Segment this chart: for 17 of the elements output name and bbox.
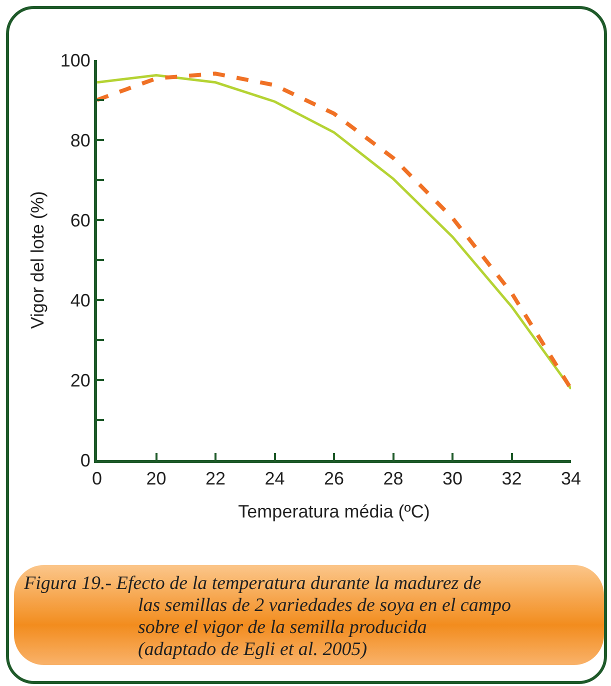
x-tick-label: 32	[502, 468, 522, 489]
y-tick-label: 20	[70, 370, 90, 390]
y-axis-title: Vigor del lote (%)	[28, 191, 48, 329]
x-tick-label: 22	[205, 468, 226, 489]
x-tick-label: 26	[324, 468, 344, 489]
y-tick-label: 0	[80, 450, 90, 470]
x-tick-label: 28	[383, 468, 404, 489]
y-tick-label: 60	[70, 210, 90, 230]
x-axis-title: Temperatura média (ºC)	[238, 502, 430, 522]
x-tick-label: 20	[146, 468, 166, 489]
y-tick-label: 80	[70, 130, 90, 150]
y-tick-label: 40	[70, 290, 90, 310]
x-tick-label: 30	[442, 468, 463, 489]
text: Figura 19.- Efecto de la temperatura durante la madurez de las semillas de 2 variedades de soya en el campo sobre el vigor de la semilla producida (adaptado de Egli et al. 2005)	[24, 573, 512, 661]
x-tick-label: 24	[264, 468, 285, 489]
x-tick-label: 34	[560, 468, 582, 489]
y-tick-label: 100	[60, 50, 90, 70]
